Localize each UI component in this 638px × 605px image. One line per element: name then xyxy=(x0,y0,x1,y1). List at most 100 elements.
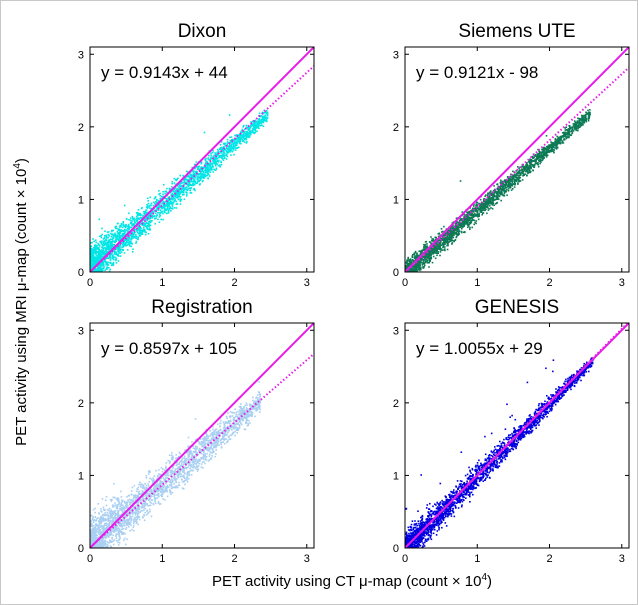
scatter-point xyxy=(417,268,420,271)
scatter-point xyxy=(231,150,234,153)
scatter-point xyxy=(166,208,169,210)
scatter-point xyxy=(472,219,474,221)
scatter-point xyxy=(119,248,121,251)
scatter-point xyxy=(148,228,150,231)
scatter-point xyxy=(99,259,101,261)
scatter-point xyxy=(492,195,494,197)
scatter-point xyxy=(175,193,178,196)
scatter-point xyxy=(95,252,97,254)
scatter-point xyxy=(158,203,160,206)
scatter-point xyxy=(162,210,164,213)
scatter-point xyxy=(528,160,531,163)
scatter-point xyxy=(446,234,449,237)
scatter-point xyxy=(196,180,199,183)
scatter-point xyxy=(168,187,171,190)
scatter-point xyxy=(247,132,249,134)
scatter-point xyxy=(128,228,130,230)
scatter-point xyxy=(449,238,452,240)
scatter-point xyxy=(178,188,180,190)
scatter-point xyxy=(103,250,106,253)
scatter-point xyxy=(422,256,424,258)
scatter-point xyxy=(544,151,546,154)
scatter-point xyxy=(186,178,188,181)
scatter-point xyxy=(194,167,196,170)
scatter-point xyxy=(439,254,441,257)
scatter-point xyxy=(459,180,462,182)
scatter-point xyxy=(217,150,220,152)
scatter-point xyxy=(461,218,463,220)
scatter-point xyxy=(418,250,420,252)
scatter-point xyxy=(209,171,212,173)
scatter-point xyxy=(141,231,144,233)
scatter-point xyxy=(407,264,409,266)
scatter-point xyxy=(173,193,175,196)
scatter-point xyxy=(114,253,116,256)
scatter-point xyxy=(482,200,485,203)
scatter-point xyxy=(91,267,94,269)
scatter-point xyxy=(238,140,240,142)
scatter-point xyxy=(488,202,491,204)
scatter-point xyxy=(148,221,151,224)
scatter-point xyxy=(122,222,125,224)
scatter-point xyxy=(93,260,95,262)
scatter-point xyxy=(171,208,174,210)
scatter-point xyxy=(561,140,563,143)
scatter-point xyxy=(515,172,518,174)
scatter-point xyxy=(132,248,134,250)
scatter-point xyxy=(125,225,127,228)
scatter-point xyxy=(458,233,460,236)
scatter-point xyxy=(497,190,500,193)
scatter-point xyxy=(113,258,115,261)
scatter-point xyxy=(437,252,439,254)
identity-line xyxy=(90,47,314,272)
scatter-point xyxy=(264,120,267,122)
scatter-point xyxy=(548,151,551,153)
scatter-point xyxy=(563,131,565,134)
scatter-point xyxy=(149,220,151,222)
scatter-point xyxy=(182,192,185,194)
scatter-point xyxy=(437,244,440,246)
scatter-point xyxy=(428,259,430,261)
scatter-point xyxy=(198,165,200,168)
scatter-point xyxy=(234,145,236,148)
scatter-point xyxy=(123,204,126,207)
scatter-point xyxy=(110,235,113,238)
scatter-point xyxy=(149,227,151,230)
scatter-point xyxy=(139,227,141,230)
scatter-point xyxy=(112,257,114,260)
scatter-point xyxy=(107,236,109,239)
scatter-point xyxy=(93,240,95,243)
scatter-point xyxy=(117,248,120,251)
scatter-point xyxy=(179,198,182,200)
scatter-point xyxy=(475,213,478,216)
scatter-point xyxy=(447,236,449,238)
scatter-point xyxy=(415,263,417,266)
scatter-point xyxy=(113,244,116,246)
scatter-point xyxy=(133,221,136,223)
scatter-point xyxy=(422,260,425,262)
scatter-point xyxy=(189,179,191,181)
scatter-point xyxy=(176,188,179,191)
scatter-point xyxy=(153,197,156,200)
scatter-point xyxy=(450,237,453,240)
scatter-point xyxy=(502,187,504,189)
scatter-point xyxy=(163,183,165,186)
scatter-point xyxy=(154,212,157,215)
scatter-point xyxy=(183,177,186,180)
scatter-point xyxy=(137,213,139,215)
scatter-point xyxy=(207,168,210,170)
scatter-point xyxy=(106,266,108,269)
scatter-point xyxy=(234,141,236,144)
scatter-point xyxy=(117,228,120,230)
scatter-point xyxy=(538,155,541,157)
scatter-point xyxy=(214,163,217,165)
scatter-point xyxy=(408,269,411,272)
scatter-point xyxy=(424,261,427,264)
scatter-point xyxy=(238,137,241,139)
scatter-point xyxy=(470,212,473,214)
scatter-point xyxy=(97,255,100,257)
scatter-point xyxy=(501,180,504,183)
scatter-point xyxy=(421,263,424,266)
scatter-point xyxy=(242,133,245,136)
scatter-point xyxy=(196,178,199,181)
